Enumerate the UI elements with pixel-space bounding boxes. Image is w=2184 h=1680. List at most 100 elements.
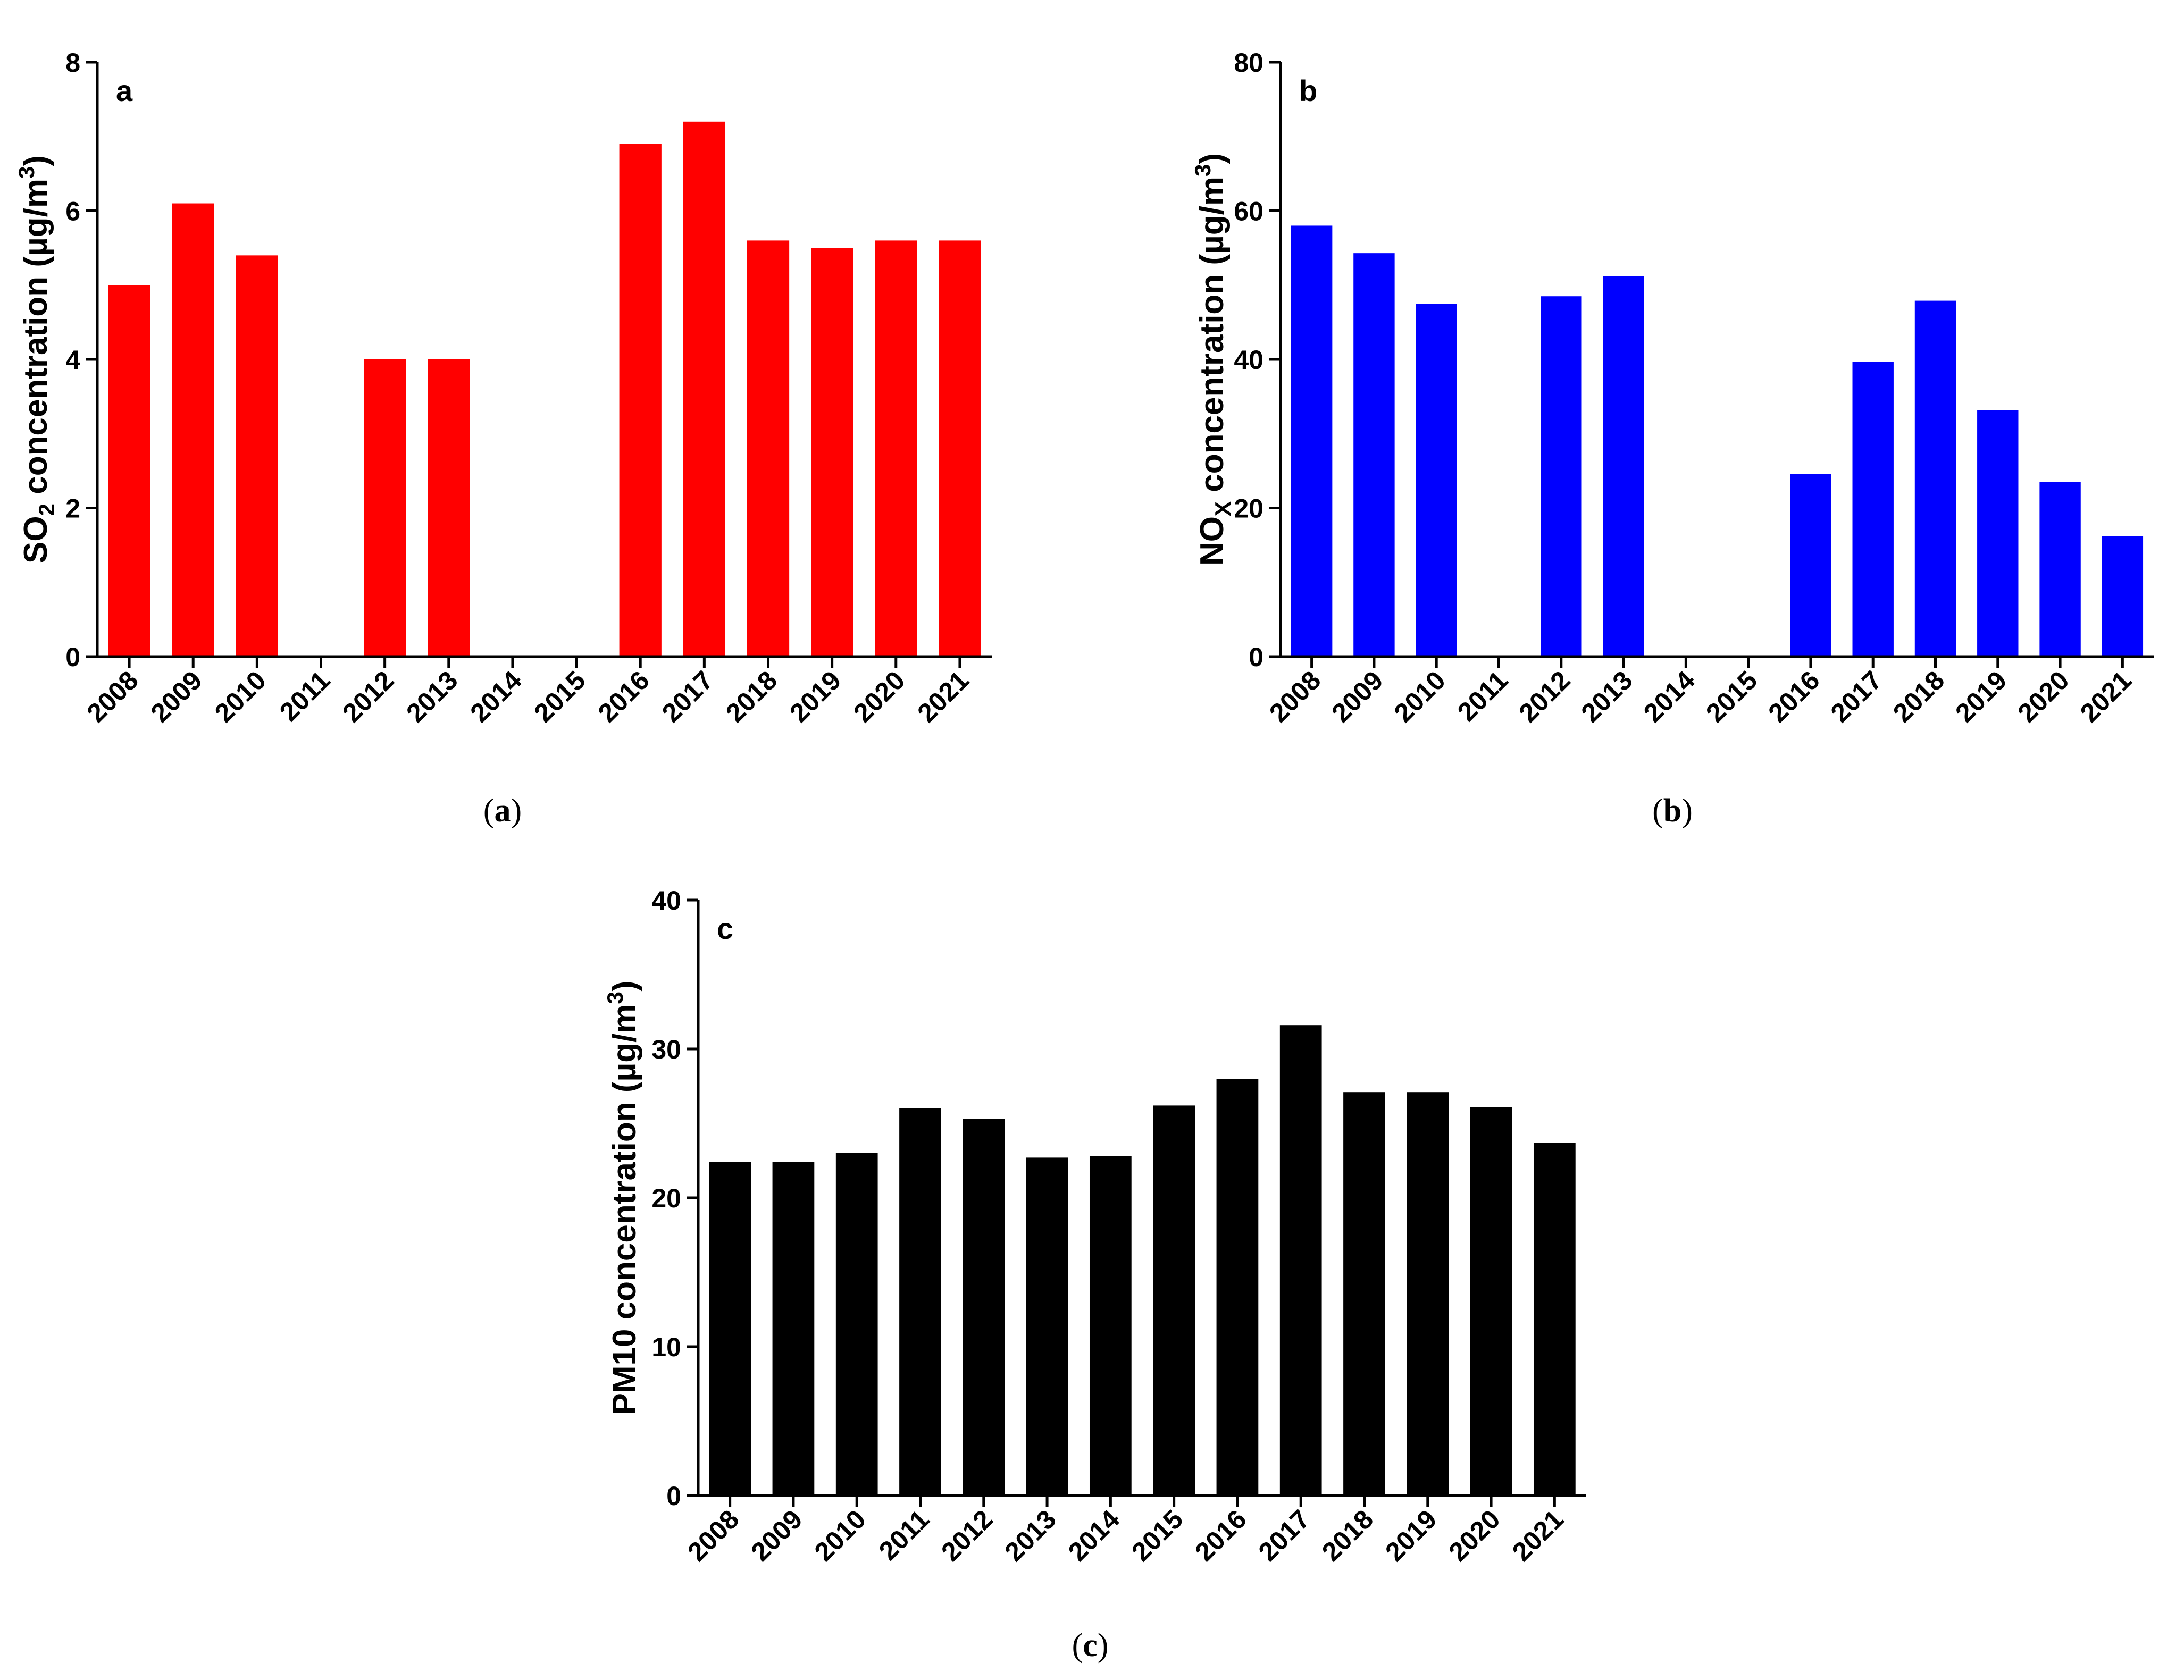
y-title-main: ) bbox=[1194, 153, 1231, 164]
bar-2016 bbox=[1216, 1079, 1259, 1496]
bar-2019 bbox=[1977, 410, 2019, 657]
y-tick-label: 80 bbox=[1234, 48, 1263, 78]
bar-2012 bbox=[1541, 296, 1582, 657]
bar-2010 bbox=[236, 255, 279, 657]
bar-2013 bbox=[1603, 276, 1644, 657]
y-tick-label: 10 bbox=[651, 1332, 681, 1362]
y-title-main: NO bbox=[1194, 516, 1231, 566]
x-tick-label: 2016 bbox=[1762, 665, 1825, 728]
x-tick-label: 2019 bbox=[1949, 665, 2012, 728]
bar-2013 bbox=[428, 359, 470, 657]
y-axis-title: NOX concentration (µg/m3) bbox=[1190, 153, 1235, 566]
bar-2013 bbox=[1026, 1157, 1068, 1496]
x-tick-label: 2009 bbox=[1326, 665, 1388, 728]
y-tick-label: 8 bbox=[65, 48, 80, 78]
x-tick-label: 2017 bbox=[1253, 1504, 1316, 1567]
x-tick-label: 2011 bbox=[873, 1504, 935, 1566]
x-tick-label: 2019 bbox=[784, 665, 847, 728]
bar-2019 bbox=[1407, 1092, 1449, 1496]
y-tick-label: 40 bbox=[651, 886, 681, 915]
x-tick-label: 2013 bbox=[999, 1504, 1062, 1567]
x-tick-label: 2021 bbox=[911, 665, 974, 728]
bar-2008 bbox=[1291, 225, 1333, 657]
x-tick-label: 2016 bbox=[1189, 1504, 1252, 1567]
x-tick-label: 2018 bbox=[1316, 1504, 1379, 1567]
x-tick-label: 2018 bbox=[720, 665, 783, 728]
y-tick-label: 40 bbox=[1234, 345, 1263, 375]
bar-2008 bbox=[108, 285, 150, 657]
bar-2020 bbox=[875, 240, 917, 657]
bar-2018 bbox=[747, 240, 790, 657]
x-tick-label: 2011 bbox=[1452, 665, 1513, 727]
y-tick-label: 20 bbox=[651, 1183, 681, 1213]
y-tick-label: 60 bbox=[1234, 197, 1263, 226]
x-tick-label: 2010 bbox=[809, 1504, 872, 1567]
y-title-main: concentration (µg/m bbox=[18, 179, 54, 503]
y-title-subscript: X bbox=[1210, 501, 1235, 516]
y-title-main: SO bbox=[18, 516, 54, 564]
y-title-superscript: 3 bbox=[603, 992, 627, 1004]
bar-2009 bbox=[172, 203, 214, 657]
bar-2020 bbox=[1470, 1107, 1512, 1496]
x-tick-label: 2014 bbox=[1062, 1504, 1125, 1567]
bar-2015 bbox=[1153, 1105, 1195, 1496]
y-title-superscript: 3 bbox=[14, 166, 39, 179]
panel-letter: a bbox=[116, 74, 133, 107]
x-tick-label: 2020 bbox=[1443, 1504, 1506, 1567]
y-title-main: PM10 concentration (µg/m bbox=[606, 1004, 643, 1415]
y-title-subscript: 2 bbox=[34, 503, 59, 516]
x-tick-label: 2019 bbox=[1379, 1504, 1442, 1567]
x-tick-label: 2008 bbox=[682, 1504, 744, 1567]
x-tick-label: 2008 bbox=[1263, 665, 1326, 728]
bar-2009 bbox=[1353, 253, 1395, 657]
x-tick-label: 2008 bbox=[81, 665, 144, 728]
bar-2017 bbox=[683, 121, 726, 657]
bar-2016 bbox=[619, 144, 662, 657]
bar-2017 bbox=[1852, 362, 1894, 657]
y-tick-label: 0 bbox=[1249, 642, 1263, 672]
y-title-main: ) bbox=[18, 155, 54, 166]
bar-2019 bbox=[810, 248, 853, 657]
x-tick-label: 2011 bbox=[274, 665, 336, 727]
bar-2021 bbox=[2102, 536, 2144, 657]
y-title-main: concentration (µg/m bbox=[1194, 177, 1231, 501]
bar-2009 bbox=[772, 1162, 815, 1496]
bar-2021 bbox=[1533, 1143, 1576, 1496]
bar-2021 bbox=[939, 240, 981, 657]
bar-2011 bbox=[899, 1108, 941, 1496]
y-axis-title: PM10 concentration (µg/m3) bbox=[603, 981, 643, 1415]
y-tick-label: 2 bbox=[65, 494, 80, 524]
bar-2010 bbox=[835, 1153, 878, 1496]
bar-2010 bbox=[1416, 304, 1457, 657]
y-tick-label: 20 bbox=[1234, 494, 1263, 524]
panel-caption: (a) bbox=[483, 793, 522, 829]
bar-2012 bbox=[363, 359, 406, 657]
x-tick-label: 2020 bbox=[2012, 665, 2075, 728]
y-tick-label: 30 bbox=[651, 1035, 681, 1064]
panel-letter: b bbox=[1299, 74, 1317, 107]
bar-2012 bbox=[963, 1119, 1005, 1496]
bar-2008 bbox=[709, 1162, 751, 1496]
bar-2018 bbox=[1343, 1092, 1385, 1496]
x-tick-label: 2017 bbox=[1825, 665, 1888, 728]
bar-2018 bbox=[1914, 300, 1956, 657]
x-tick-label: 2013 bbox=[1576, 665, 1638, 728]
panel-letter: c bbox=[717, 912, 733, 945]
x-tick-label: 2010 bbox=[209, 665, 272, 728]
x-tick-label: 2009 bbox=[145, 665, 208, 728]
x-tick-label: 2014 bbox=[1638, 665, 1701, 728]
x-tick-label: 2018 bbox=[1887, 665, 1950, 728]
x-tick-label: 2010 bbox=[1388, 665, 1451, 728]
y-tick-label: 6 bbox=[65, 197, 80, 226]
y-tick-label: 0 bbox=[65, 642, 80, 672]
x-tick-label: 2021 bbox=[1507, 1504, 1569, 1567]
x-tick-label: 2015 bbox=[1126, 1504, 1189, 1567]
x-tick-label: 2015 bbox=[1700, 665, 1763, 728]
panel-caption: (c) bbox=[1072, 1627, 1109, 1664]
x-tick-label: 2021 bbox=[2074, 665, 2137, 728]
y-axis-title: SO2 concentration (µg/m3) bbox=[14, 155, 59, 564]
